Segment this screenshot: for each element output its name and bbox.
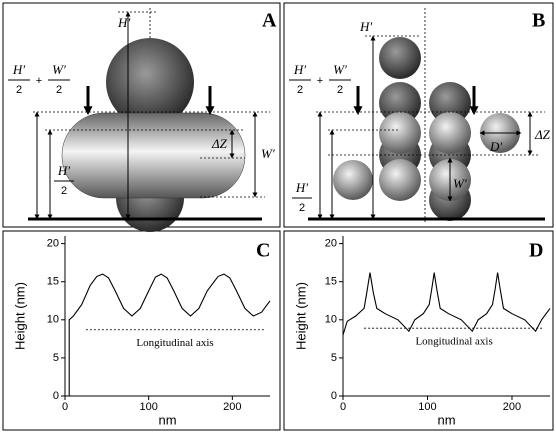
y-tick-label: 10: [47, 314, 59, 326]
panel-label: C: [256, 240, 270, 262]
label: ΔZ: [534, 127, 551, 142]
label: H′: [12, 62, 25, 77]
x-tick-label: 0: [340, 401, 346, 413]
annotation: Longitudinal axis: [136, 337, 213, 349]
label: 2: [299, 202, 305, 214]
x-tick-label: 100: [418, 401, 436, 413]
diagram-b: [289, 8, 545, 222]
y-tick-label: 0: [331, 390, 337, 402]
x-axis-label: nm: [437, 412, 455, 427]
y-axis-label: Height (nm): [293, 282, 308, 350]
y-tick-label: 20: [325, 238, 337, 250]
data-line: [342, 272, 551, 336]
label: H′: [295, 180, 308, 195]
x-tick-label: 200: [223, 401, 241, 413]
x-axis-label: nm: [158, 412, 176, 427]
label: ΔZ: [211, 136, 228, 151]
y-tick-label: 5: [53, 352, 59, 364]
label: 2: [56, 84, 62, 96]
label: 2: [337, 84, 343, 96]
y-tick-label: 15: [47, 276, 59, 288]
x-tick-label: 200: [503, 401, 521, 413]
panel-label: D: [529, 240, 543, 262]
label: H′: [57, 163, 70, 178]
label: +: [317, 75, 323, 87]
label: W′: [261, 146, 275, 161]
label: W′: [453, 176, 467, 191]
diagram-a: [8, 8, 270, 232]
label: W′: [52, 62, 66, 77]
y-tick-label: 0: [53, 390, 59, 402]
label: H′: [293, 62, 306, 77]
label: H′: [117, 15, 130, 30]
label: +: [36, 75, 42, 87]
label: H′: [359, 19, 372, 34]
annotation: Longitudinal axis: [415, 336, 492, 348]
y-tick-label: 10: [325, 314, 337, 326]
label: 2: [297, 84, 303, 96]
panel-label: B: [532, 10, 545, 32]
y-tick-label: 15: [325, 276, 337, 288]
label: W′: [333, 62, 347, 77]
label: D′: [489, 139, 502, 154]
y-axis-label: Height (nm): [12, 282, 27, 350]
y-tick-label: 5: [331, 352, 337, 364]
data-line: [68, 273, 271, 396]
y-tick-label: 20: [47, 238, 59, 250]
label: 2: [61, 185, 67, 197]
x-tick-label: 100: [139, 401, 157, 413]
label: 2: [16, 84, 22, 96]
panel-label: A: [262, 10, 277, 32]
x-tick-label: 0: [62, 401, 68, 413]
